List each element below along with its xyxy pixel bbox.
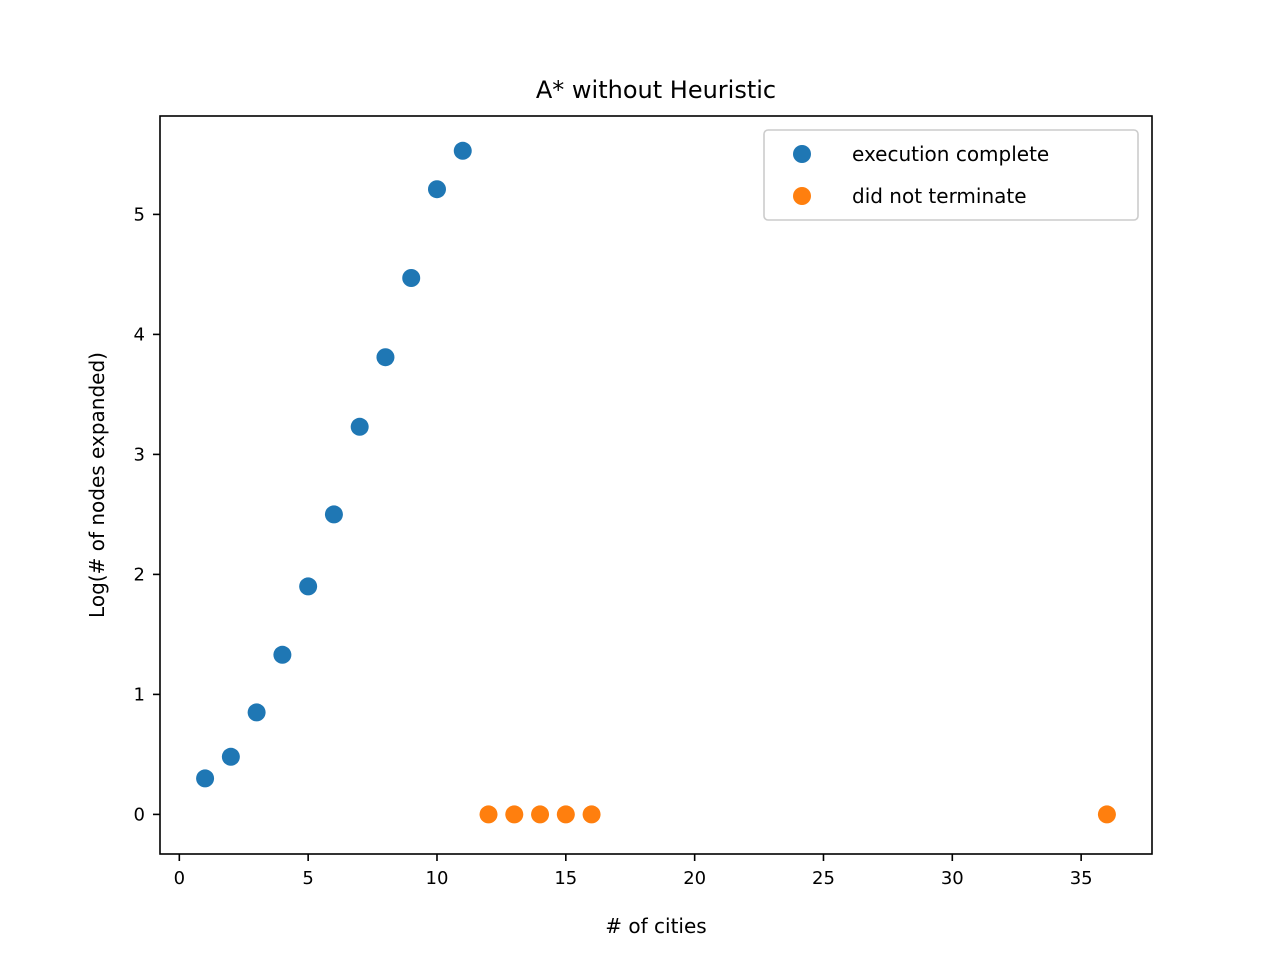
data-point-series-1 <box>324 505 343 524</box>
x-tick-label: 10 <box>426 868 449 889</box>
data-point-series-1 <box>247 703 266 722</box>
data-point-series-1 <box>402 269 421 287</box>
chart-title: A* without Heuristic <box>536 76 776 104</box>
y-tick-label: 2 <box>134 564 145 585</box>
y-tick-label: 1 <box>134 684 145 705</box>
data-point-series-2 <box>531 805 550 824</box>
y-axis-label: Log(# of nodes expanded) <box>85 352 109 618</box>
data-point-series-2 <box>505 805 524 824</box>
y-tick-label: 4 <box>134 324 145 345</box>
y-tick-label: 5 <box>134 204 145 225</box>
y-tick-label: 0 <box>134 804 145 825</box>
data-point-series-1 <box>453 141 472 160</box>
legend-label-series-2: did not terminate <box>852 184 1027 208</box>
legend-label-series-1: execution complete <box>852 142 1049 166</box>
data-points <box>196 141 1116 824</box>
x-tick-label: 15 <box>554 868 577 889</box>
plot-frame <box>159 115 1153 855</box>
data-point-series-1 <box>273 645 292 664</box>
axis-ticks: 0 5 10 15 20 25 30 35 0 1 2 3 4 5 <box>134 204 1093 889</box>
data-point-series-1 <box>221 747 240 766</box>
data-point-series-2 <box>479 805 498 824</box>
data-point-series-2 <box>582 805 601 824</box>
data-point-series-1 <box>376 348 395 367</box>
data-point-series-2 <box>556 805 575 824</box>
legend-marker-series-2 <box>793 187 811 205</box>
data-point-series-1 <box>196 769 215 788</box>
legend-frame <box>763 129 1139 221</box>
data-point-series-1 <box>350 417 369 436</box>
data-point-series-2 <box>1097 805 1116 824</box>
data-point-series-1 <box>427 180 446 199</box>
x-tick-label: 25 <box>812 868 835 889</box>
x-tick-label: 0 <box>174 868 185 889</box>
x-tick-label: 5 <box>302 868 313 889</box>
x-tick-label: 20 <box>683 868 706 889</box>
data-point-series-1 <box>299 577 318 596</box>
x-tick-label: 35 <box>1070 868 1093 889</box>
y-tick-label: 3 <box>134 444 145 465</box>
legend-marker-series-1 <box>793 145 811 163</box>
x-axis-label: # of cities <box>605 914 706 938</box>
x-tick-label: 30 <box>941 868 964 889</box>
legend: execution complete did not terminate <box>763 129 1139 221</box>
